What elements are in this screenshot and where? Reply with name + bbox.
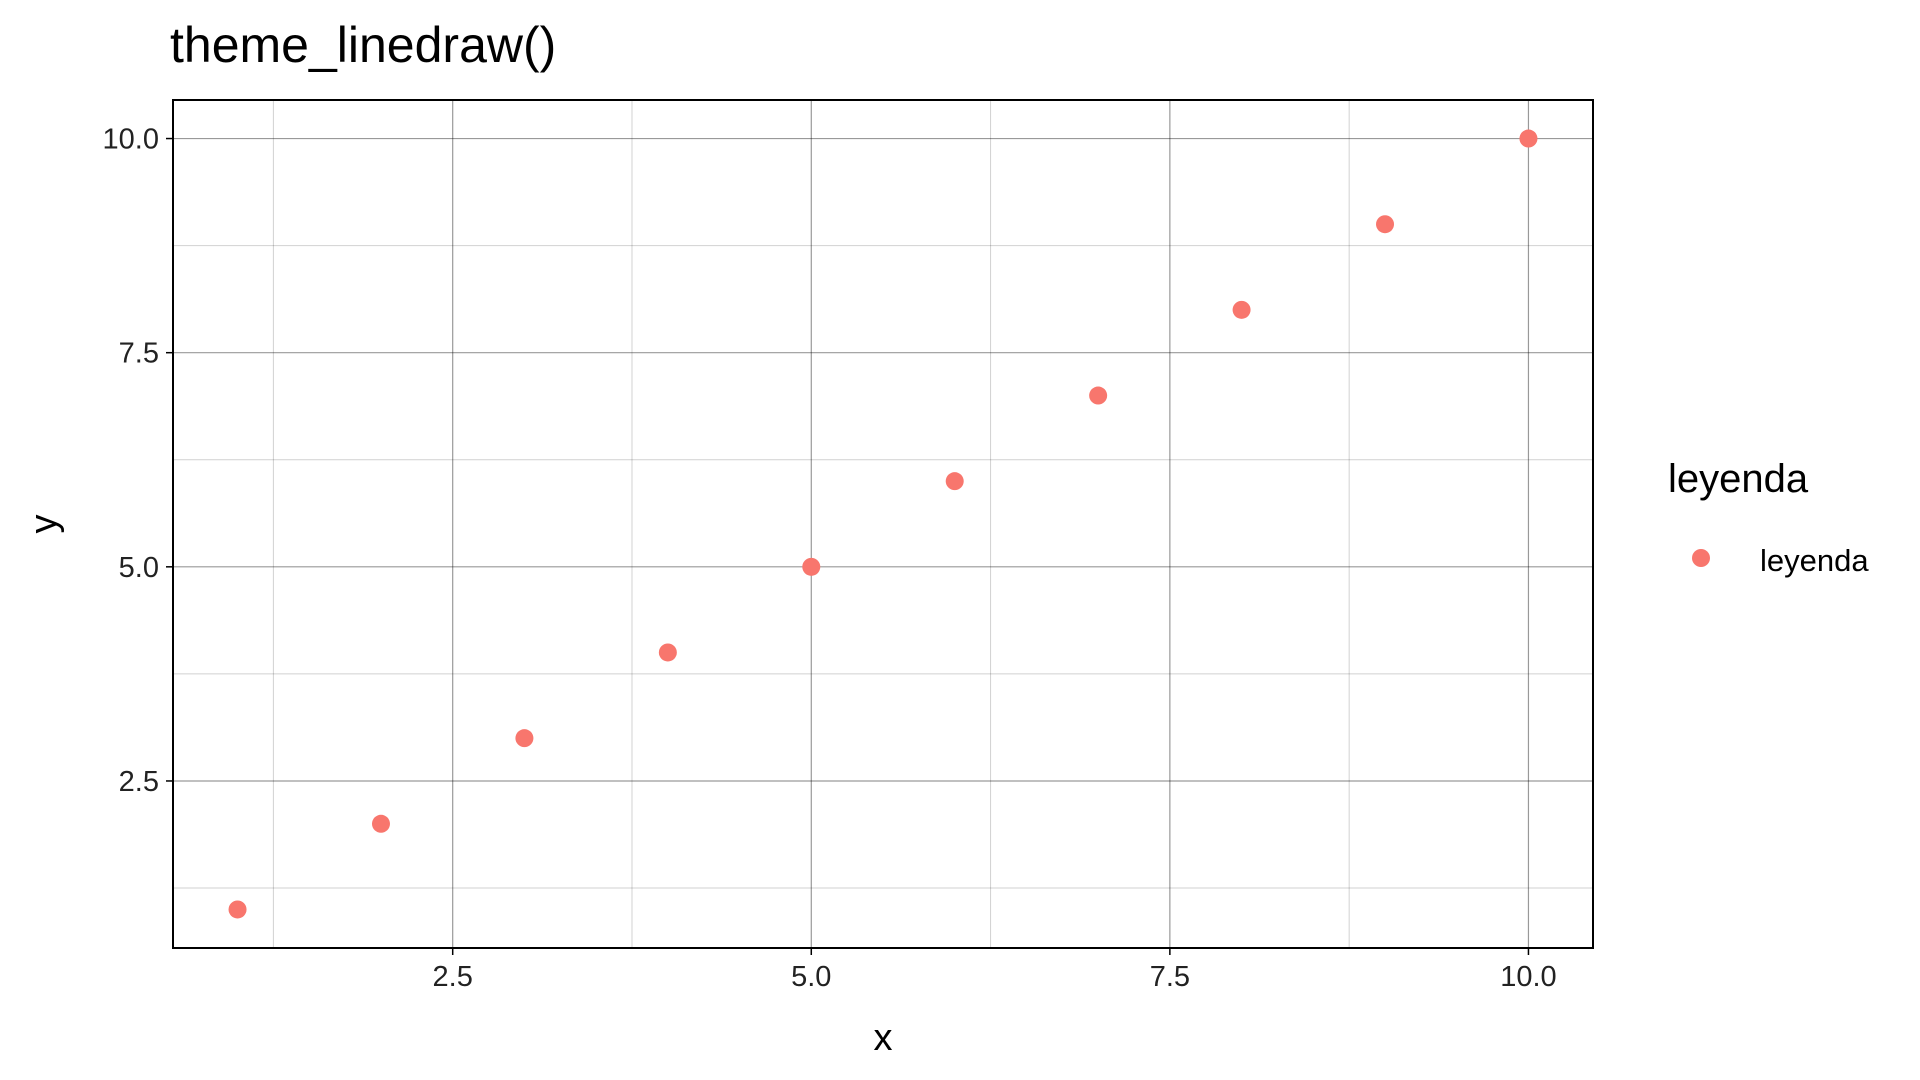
data-point [1089,386,1108,405]
x-tick-label: 5.0 [791,961,831,993]
y-tick-label: 10.0 [103,124,159,156]
x-axis-title: x [874,1017,893,1059]
chart-title: theme_linedraw() [170,17,556,73]
legend-title: leyenda [1668,457,1809,501]
y-tick-label: 2.5 [119,766,159,798]
data-point [515,729,534,748]
x-tick-label: 7.5 [1150,961,1190,993]
legend-label: leyenda [1760,543,1869,578]
data-point [1232,300,1251,319]
data-point [228,900,247,919]
y-tick-label: 5.0 [119,552,159,584]
data-point [658,643,677,662]
legend: leyenda leyenda [1668,457,1869,578]
axis-ticks: 2.5 5.0 7.5 10.0 2.5 5.0 7.5 10.0 [103,124,1557,993]
y-axis-title: y [23,515,65,534]
data-points [228,129,1538,919]
y-tick-label: 7.5 [119,338,159,370]
x-tick-label: 10.0 [1500,961,1556,993]
data-point [371,814,390,833]
data-point [945,472,964,491]
grid-lines [173,100,1593,948]
data-point [1519,129,1538,148]
x-tick-label: 2.5 [433,961,473,993]
legend-key-marker [1692,549,1710,567]
plot-panel-border [172,99,1594,949]
data-point [1376,215,1395,234]
data-point [802,557,821,576]
